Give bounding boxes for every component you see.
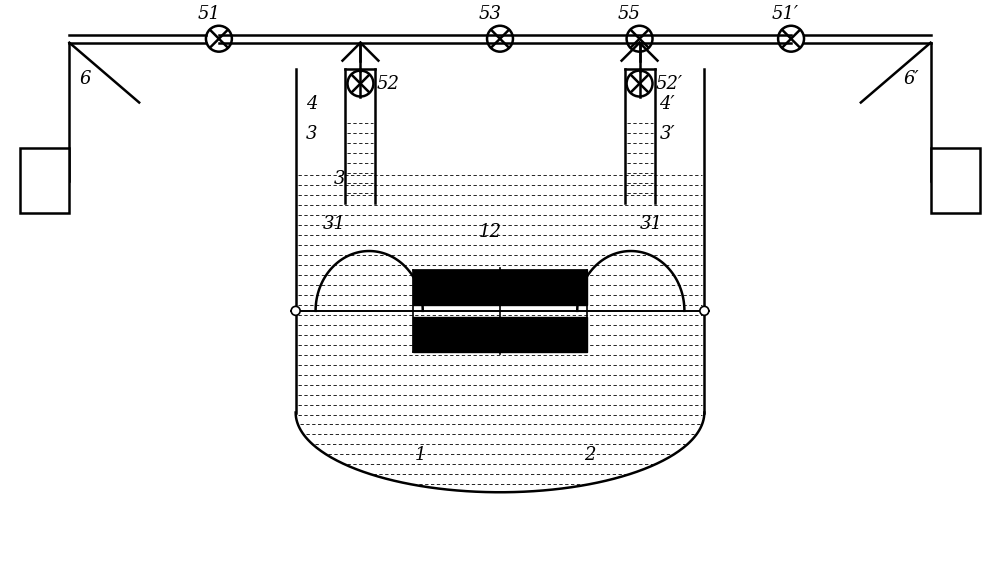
Text: 5: 5 xyxy=(39,172,50,190)
Text: 1: 1 xyxy=(415,446,426,464)
Text: 52′: 52′ xyxy=(656,74,683,93)
Text: 55: 55 xyxy=(618,5,641,23)
Bar xyxy=(20,148,69,213)
Text: 52: 52 xyxy=(376,74,399,93)
Text: 51′: 51′ xyxy=(772,5,799,23)
Text: 6′: 6′ xyxy=(903,70,919,88)
Text: 51: 51 xyxy=(197,5,220,23)
Text: 5′: 5′ xyxy=(948,172,963,190)
Circle shape xyxy=(700,307,709,315)
Text: 31: 31 xyxy=(640,215,663,233)
Text: 53: 53 xyxy=(479,5,502,23)
Text: 3: 3 xyxy=(334,170,345,188)
Text: 6: 6 xyxy=(79,70,91,88)
Text: 2: 2 xyxy=(584,446,595,464)
Bar xyxy=(413,317,587,352)
Text: 31: 31 xyxy=(322,215,345,233)
Text: 3: 3 xyxy=(306,125,318,144)
Text: 12: 12 xyxy=(479,223,502,241)
Text: 4: 4 xyxy=(306,96,318,113)
Circle shape xyxy=(291,307,300,315)
Bar xyxy=(931,148,980,213)
Text: 4′: 4′ xyxy=(659,96,675,113)
Text: 3′: 3′ xyxy=(659,125,675,144)
Bar xyxy=(413,270,587,305)
